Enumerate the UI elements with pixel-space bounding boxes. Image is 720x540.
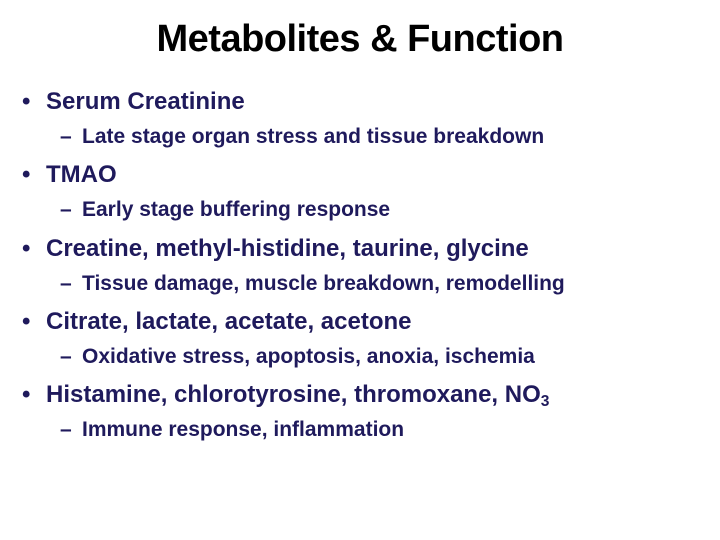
sub-label: Tissue damage, muscle breakdown, remodel…: [82, 271, 698, 297]
sub-label: Late stage organ stress and tissue break…: [82, 124, 698, 150]
sub-label: Oxidative stress, apoptosis, anoxia, isc…: [82, 344, 698, 370]
sub-item: – Immune response, inflammation: [60, 417, 698, 443]
sub-label: Immune response, inflammation: [82, 417, 698, 443]
bullet-label: Serum Creatinine: [46, 87, 698, 117]
bullet-item: • Citrate, lactate, acetate, acetone: [22, 307, 698, 337]
bullet-label: Creatine, methyl-histidine, taurine, gly…: [46, 234, 698, 264]
sub-label: Early stage buffering response: [82, 197, 698, 223]
sub-marker: –: [60, 124, 82, 150]
sub-marker: –: [60, 197, 82, 223]
bullet-label-prefix: Histamine, chlorotyrosine, thromoxane, N…: [46, 381, 541, 408]
sub-item: – Oxidative stress, apoptosis, anoxia, i…: [60, 344, 698, 370]
bullet-label-subscript: 3: [541, 393, 550, 410]
bullet-item: • TMAO: [22, 160, 698, 190]
sub-item: – Tissue damage, muscle breakdown, remod…: [60, 271, 698, 297]
bullet-label: Citrate, lactate, acetate, acetone: [46, 307, 698, 337]
bullet-label: TMAO: [46, 160, 698, 190]
sub-marker: –: [60, 417, 82, 443]
bullet-marker: •: [22, 87, 46, 117]
bullet-marker: •: [22, 160, 46, 190]
sub-marker: –: [60, 344, 82, 370]
bullet-item: • Serum Creatinine: [22, 87, 698, 117]
sub-item: – Late stage organ stress and tissue bre…: [60, 124, 698, 150]
bullet-item: • Creatine, methyl-histidine, taurine, g…: [22, 234, 698, 264]
sub-marker: –: [60, 271, 82, 297]
slide-container: Metabolites & Function • Serum Creatinin…: [0, 0, 720, 443]
bullet-label: Histamine, chlorotyrosine, thromoxane, N…: [46, 380, 698, 410]
slide-title: Metabolites & Function: [22, 18, 698, 61]
bullet-item: • Histamine, chlorotyrosine, thromoxane,…: [22, 380, 698, 410]
sub-item: – Early stage buffering response: [60, 197, 698, 223]
bullet-marker: •: [22, 380, 46, 410]
bullet-marker: •: [22, 307, 46, 337]
bullet-marker: •: [22, 234, 46, 264]
